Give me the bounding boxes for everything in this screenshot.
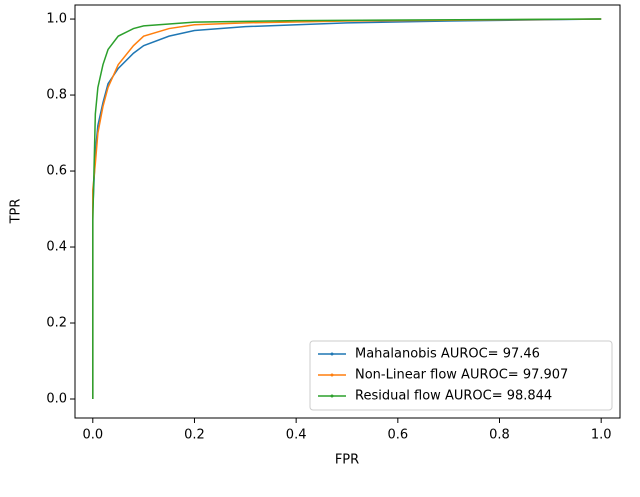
legend-label: Residual flow AUROC= 98.844 (355, 389, 552, 404)
roc-curve (92, 18, 602, 400)
x-tick-label: 0.8 (489, 428, 510, 443)
x-tick-label: 1.0 (591, 428, 612, 443)
legend-marker (330, 373, 334, 377)
plot-frame (74, 4, 621, 419)
y-tick-label: 1.0 (46, 12, 67, 27)
legend-box (309, 340, 613, 411)
x-tick-label: 0.0 (82, 428, 103, 443)
y-tick-label: 0.8 (46, 88, 67, 103)
y-tick-label: 0.0 (46, 392, 67, 407)
legend-marker (330, 394, 334, 398)
y-axis-label: TPR (9, 199, 24, 225)
y-tick-label: 0.2 (46, 316, 67, 331)
roc-curve (92, 18, 602, 400)
x-tick-label: 0.2 (184, 428, 205, 443)
legend-label: Mahalanobis AUROC= 97.46 (355, 347, 540, 362)
x-tick-label: 0.6 (387, 428, 408, 443)
x-axis-label: FPR (335, 453, 359, 468)
x-tick-label: 0.4 (286, 428, 307, 443)
legend-marker (330, 352, 334, 356)
y-tick-label: 0.6 (46, 164, 67, 179)
y-tick-label: 0.4 (46, 240, 67, 255)
legend-label: Non-Linear flow AUROC= 97.907 (355, 368, 568, 383)
roc-curve (92, 18, 602, 400)
